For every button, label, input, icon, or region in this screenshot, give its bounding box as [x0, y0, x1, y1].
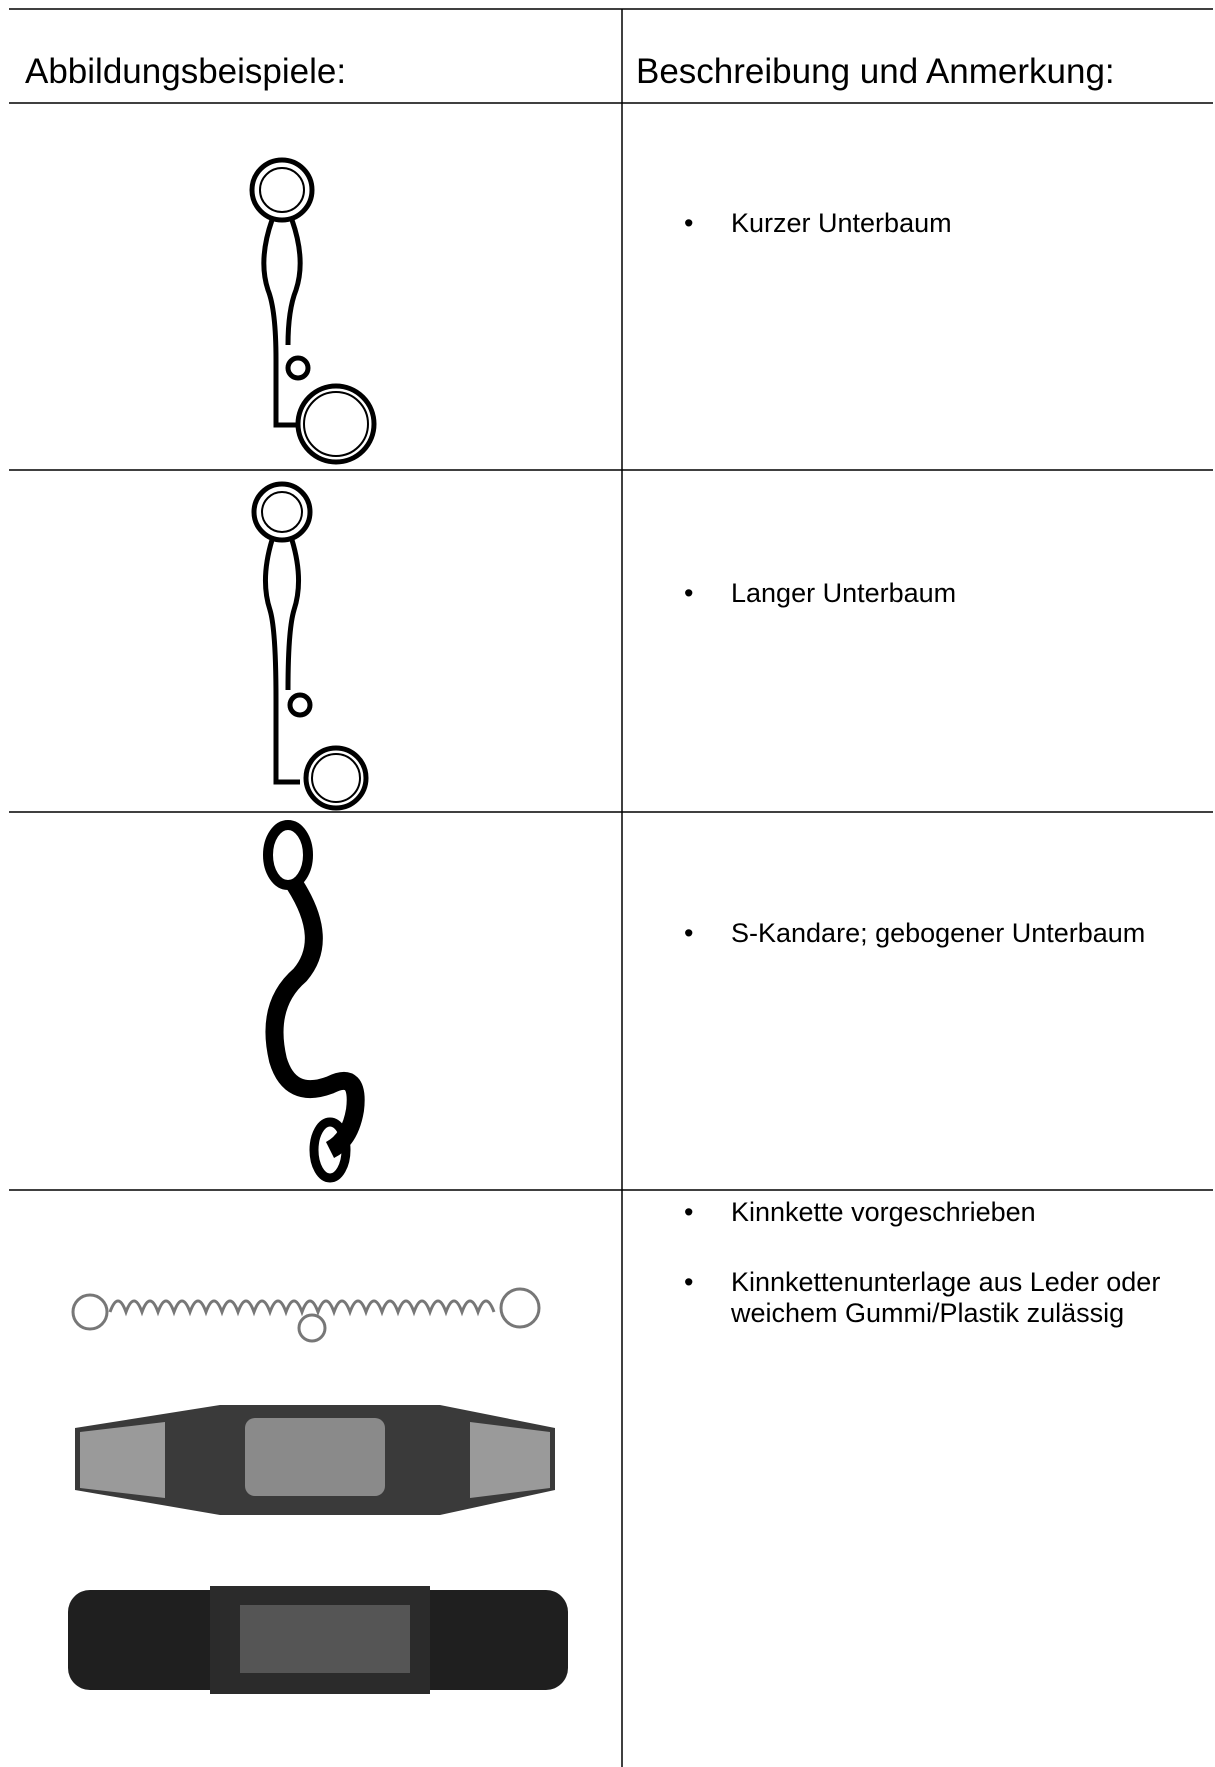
chain-pad-leather — [75, 1405, 555, 1515]
bit-s — [263, 820, 365, 1183]
bullet-item: Langer Unterbaum — [684, 578, 1201, 609]
column-header: Abbildungsbeispiele: — [25, 52, 347, 91]
chain-pad-rubber — [68, 1586, 568, 1694]
column-header: Beschreibung und Anmerkung: — [636, 52, 1115, 91]
curb-chain — [71, 1287, 541, 1343]
bullet-item: S-Kandare; gebogener Unterbaum — [684, 918, 1201, 949]
bullet-item: Kurzer Unterbaum — [684, 208, 1201, 239]
bit-long — [251, 481, 369, 811]
bullet-item: Kinnkettenunterlage aus Leder oder weich… — [684, 1267, 1201, 1329]
bit-short — [249, 157, 377, 465]
bullet-item: Kinnkette vorgeschrieben — [684, 1197, 1201, 1228]
